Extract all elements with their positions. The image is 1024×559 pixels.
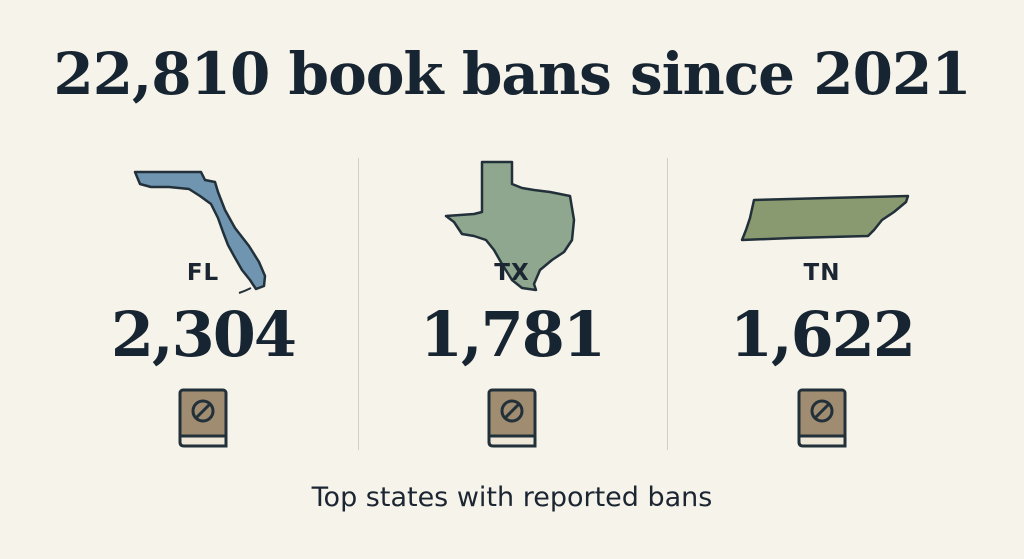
florida-map-icon [133,170,267,294]
panel-divider [358,158,359,450]
caption: Top states with reported bans [311,482,713,513]
panel-divider [667,158,668,450]
ban-count: 1,622 [729,298,916,371]
ban-count: 2,304 [110,298,297,371]
ban-count: 1,781 [419,298,606,371]
headline: 22,810 book bans since 2021 [53,40,971,108]
state-panel-fl: FL 2,304 [53,160,353,460]
tennessee-map-icon [740,194,910,242]
state-abbr: FL [186,260,220,286]
state-abbr: TN [803,260,841,286]
state-panel-tn: TN 1,622 [672,160,972,460]
state-panel-tx: TX 1,781 [362,160,662,460]
state-abbr: TX [494,260,530,286]
banned-book-icon [178,388,228,448]
banned-book-icon [797,388,847,448]
banned-book-icon [487,388,537,448]
texas-map-icon [444,160,576,292]
